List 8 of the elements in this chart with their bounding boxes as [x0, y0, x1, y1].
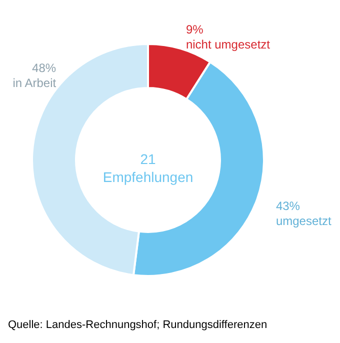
data-label: 48% — [32, 61, 56, 76]
source-note: Quelle: Landes-Rechnungshof; Rundungsdifferenzen — [8, 319, 268, 331]
data-label: 9% — [186, 22, 204, 36]
data-label: 43% — [276, 199, 300, 214]
slice-label: nicht umgesetzt — [186, 37, 271, 52]
slice-label: in Arbeit — [12, 76, 57, 90]
text: 21 Empfehlungen — [102, 151, 194, 185]
slice-label: umgesetzt — [276, 214, 332, 228]
